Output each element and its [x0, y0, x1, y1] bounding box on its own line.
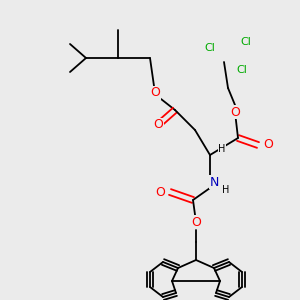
Text: O: O: [230, 106, 240, 118]
Text: O: O: [263, 139, 273, 152]
Text: H: H: [218, 144, 226, 154]
Text: Cl: Cl: [205, 43, 215, 53]
Text: O: O: [155, 185, 165, 199]
Text: Cl: Cl: [237, 65, 248, 75]
Text: O: O: [191, 215, 201, 229]
Text: N: N: [209, 176, 219, 188]
Text: O: O: [150, 86, 160, 100]
Text: O: O: [153, 118, 163, 131]
Text: Cl: Cl: [241, 37, 251, 47]
Text: H: H: [222, 185, 230, 195]
